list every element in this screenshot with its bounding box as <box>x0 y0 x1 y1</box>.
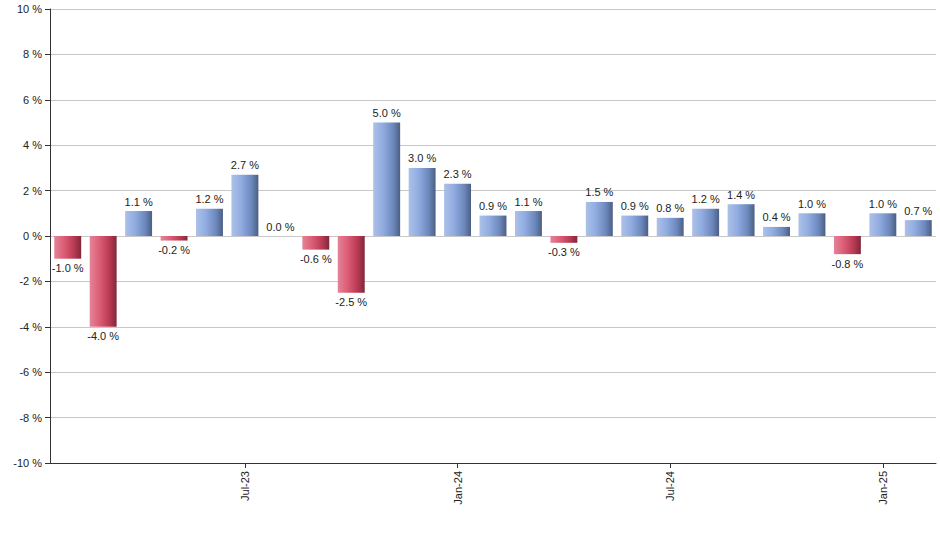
svg-text:1.2 %: 1.2 % <box>692 193 720 205</box>
svg-text:Jan-24: Jan-24 <box>452 471 464 505</box>
svg-text:Jul-24: Jul-24 <box>664 471 676 501</box>
svg-text:-10 %: -10 % <box>13 457 42 469</box>
svg-text:4 %: 4 % <box>23 139 42 151</box>
svg-text:5.0 %: 5.0 % <box>373 107 401 119</box>
svg-text:-0.6 %: -0.6 % <box>300 253 332 265</box>
svg-text:Jan-25: Jan-25 <box>877 471 889 505</box>
svg-text:-4.0 %: -4.0 % <box>87 330 119 342</box>
svg-text:-1.0 %: -1.0 % <box>52 262 84 274</box>
svg-text:1.1 %: 1.1 % <box>514 196 542 208</box>
svg-text:-0.2 %: -0.2 % <box>158 244 190 256</box>
svg-text:2.3 %: 2.3 % <box>443 168 471 180</box>
svg-text:-0.3 %: -0.3 % <box>548 246 580 258</box>
svg-text:Jul-23: Jul-23 <box>239 471 251 501</box>
svg-text:2.7 %: 2.7 % <box>231 159 259 171</box>
svg-text:0.7 %: 0.7 % <box>904 205 932 217</box>
svg-text:0.9 %: 0.9 % <box>621 200 649 212</box>
svg-text:0.9 %: 0.9 % <box>479 200 507 212</box>
svg-text:-6 %: -6 % <box>19 366 42 378</box>
svg-text:6 %: 6 % <box>23 94 42 106</box>
svg-text:1.0 %: 1.0 % <box>869 198 897 210</box>
svg-text:1.4 %: 1.4 % <box>727 189 755 201</box>
svg-text:-4 %: -4 % <box>19 321 42 333</box>
svg-text:-2 %: -2 % <box>19 275 42 287</box>
svg-text:0.8 %: 0.8 % <box>656 202 684 214</box>
svg-text:2 %: 2 % <box>23 185 42 197</box>
svg-text:8 %: 8 % <box>23 48 42 60</box>
svg-text:0 %: 0 % <box>23 230 42 242</box>
svg-text:10 %: 10 % <box>17 3 42 15</box>
svg-text:-0.8 %: -0.8 % <box>832 258 864 270</box>
svg-text:1.2 %: 1.2 % <box>195 193 223 205</box>
svg-text:-8 %: -8 % <box>19 412 42 424</box>
svg-text:1.0 %: 1.0 % <box>798 198 826 210</box>
svg-text:0.4 %: 0.4 % <box>762 211 790 223</box>
svg-text:0.0 %: 0.0 % <box>266 221 294 233</box>
svg-text:3.0 %: 3.0 % <box>408 152 436 164</box>
svg-text:1.5 %: 1.5 % <box>585 186 613 198</box>
svg-text:1.1 %: 1.1 % <box>125 196 153 208</box>
svg-text:-2.5 %: -2.5 % <box>335 296 367 308</box>
